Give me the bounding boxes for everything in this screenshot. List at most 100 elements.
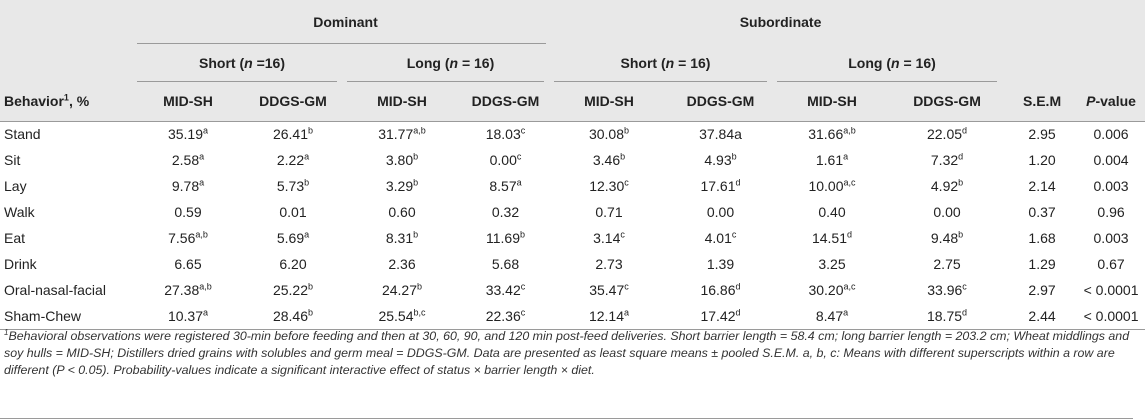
sem-cell: 2.97 [1028,282,1056,298]
table-cell: 33.96c [927,281,967,298]
sem-cell: 2.95 [1028,126,1056,143]
diet-column-header: DDGS-GM [471,93,540,110]
table-cell: 18.75d [926,307,968,324]
table-cell: 31.77a,b [378,125,426,143]
table-cell: 35.47c [589,281,629,298]
table-cell: 30.20a,c [808,281,856,298]
diet-column-header: MID-SH [807,93,857,110]
p-value-cell: 0.67 [1097,256,1125,272]
p-value-cell: < 0.0001 [1083,282,1139,298]
table-cell: 7.56a,b [168,229,208,246]
table-cell: 0.40 [818,204,846,220]
table-row: Eat 7.56a,b 5.69a 8.31b 11.69b 3.14c 4.01c 14.5… [0,225,1145,251]
sem-cell: 2.14 [1028,178,1056,194]
diet-column-header: DDGS-GM [913,93,981,110]
sem-cell: 2.44 [1028,307,1056,324]
table-row: Oral-nasal-facial 27.38a,b 25.22b 24.27b 33.… [0,277,1145,303]
behavior-label: Lay [4,178,27,194]
table-cell: 12.30c [589,177,629,194]
group-header-subordinate: Subordinate [554,0,1007,44]
p-value-cell: 0.96 [1097,204,1125,220]
table-row: Walk 0.59 0.01 0.60 0.32 0.71 0.00 0.40 0.00 0.37… [0,199,1145,225]
table-cell: 3.14c [593,229,625,246]
table-cell: 3.29b [385,177,419,194]
subgroup-header: Long (n = 16) [347,44,554,82]
table-cell: 4.92b [930,177,964,194]
table-cell: 0.60 [388,204,416,220]
table-cell: 25.22b [272,281,314,298]
table-cell: 3.46b [592,151,626,168]
p-value-column-header: P-value [1086,93,1136,110]
behavior-label: Drink [4,256,37,272]
table-cell: 3.25 [818,256,846,272]
table-cell: 0.01 [279,204,307,220]
p-value-cell: 0.004 [1093,152,1129,168]
table-body: Stand 35.19a 26.41b 31.77a,b 18.03c 30.08b 37.… [0,121,1145,329]
diet-column-header: DDGS-GM [259,93,327,110]
table-row: Sit 2.58a 2.22a 3.80b 0.00c 3.46b 4.93b 1.61a 7.… [0,147,1145,173]
table-cell: 0.00 [706,204,735,220]
table-cell: 33.42c [485,281,526,298]
table-cell: 25.54b,c [378,307,426,324]
table-cell: 22.36c [485,307,526,324]
table-cell: 10.37a [167,307,209,324]
table-cell: 0.00 [933,204,961,220]
table-cell: 22.05d [926,125,968,143]
table-cell: 30.08b [588,125,630,143]
table-cell: 4.01c [704,229,737,246]
p-value-cell: < 0.0001 [1083,307,1139,324]
diet-column-header: MID-SH [584,93,634,110]
diet-column-header: MID-SH [377,93,427,110]
table-cell: 3.80b [385,151,419,168]
table-cell: 9.78a [171,177,205,194]
subgroup-header: Long (n = 16) [777,44,1007,82]
table-row: Stand 35.19a 26.41b 31.77a,b 18.03c 30.08b 37.… [0,121,1145,147]
table-cell: 0.32 [491,204,520,220]
table-cell: 18.03c [485,125,526,143]
table-cell: 37.84a [699,126,742,143]
table-cell: 8.47a [815,307,849,324]
table-cell: 31.66a,b [808,125,856,143]
table-cell: 26.41b [272,125,314,143]
table-cell: 11.69b [485,229,525,246]
diet-column-header: DDGS-GM [686,93,755,110]
table-cell: 2.73 [595,256,623,272]
table-row: Lay 9.78a 5.73b 3.29b 8.57a 12.30c 17.61d 10.00… [0,173,1145,199]
sem-cell: 0.37 [1028,204,1056,220]
behavior-column-header: Behavior1, % [4,92,90,110]
table-cell: 17.42d [700,307,741,324]
table-cell: 12.14a [588,307,630,324]
table-cell: 14.51d [811,229,853,246]
behavior-label: Eat [4,230,26,246]
table-cell: 4.93b [704,151,737,168]
table-cell: 2.22a [276,151,310,168]
behavior-table: Dominant Subordinate Short (n =16) Long … [0,0,1145,330]
behavior-label: Sit [4,152,21,168]
sem-cell: 1.29 [1028,256,1056,272]
p-value-cell: 0.003 [1093,178,1129,194]
table-cell: 16.86d [700,281,741,298]
table-cell: 0.00c [489,151,522,168]
subgroup-header: Short (n = 16) [554,44,777,82]
table-cell: 0.71 [595,204,623,220]
sem-cell: 1.20 [1028,152,1056,168]
table-cell: 5.68 [491,256,520,272]
table-cell: 27.38a,b [164,281,212,298]
table-cell: 28.46b [272,307,314,324]
behavior-label: Walk [4,204,35,220]
table-cell: 6.65 [174,256,202,272]
diet-column-header: MID-SH [163,93,213,110]
table-cell: 8.31b [385,229,419,246]
table-cell: 2.36 [388,256,416,272]
behavior-label: Stand [4,126,41,143]
table-cell: 8.57a [489,177,522,194]
table-row: Drink 6.65 6.20 2.36 5.68 2.73 1.39 3.25 2.75 1.2… [0,251,1145,277]
table-row: Sham-Chew 10.37a 28.46b 25.54b,c 22.36c 12.14… [0,303,1145,329]
table-cell: 24.27b [381,281,423,298]
sem-cell: 1.68 [1028,230,1056,246]
table-cell: 2.75 [933,256,961,272]
table-footnote: 1Behavioral observations were registered… [4,327,1130,377]
p-value-cell: 0.006 [1093,126,1129,143]
table-cell: 10.00a,c [808,177,856,194]
subgroup-header: Short (n =16) [137,44,347,82]
